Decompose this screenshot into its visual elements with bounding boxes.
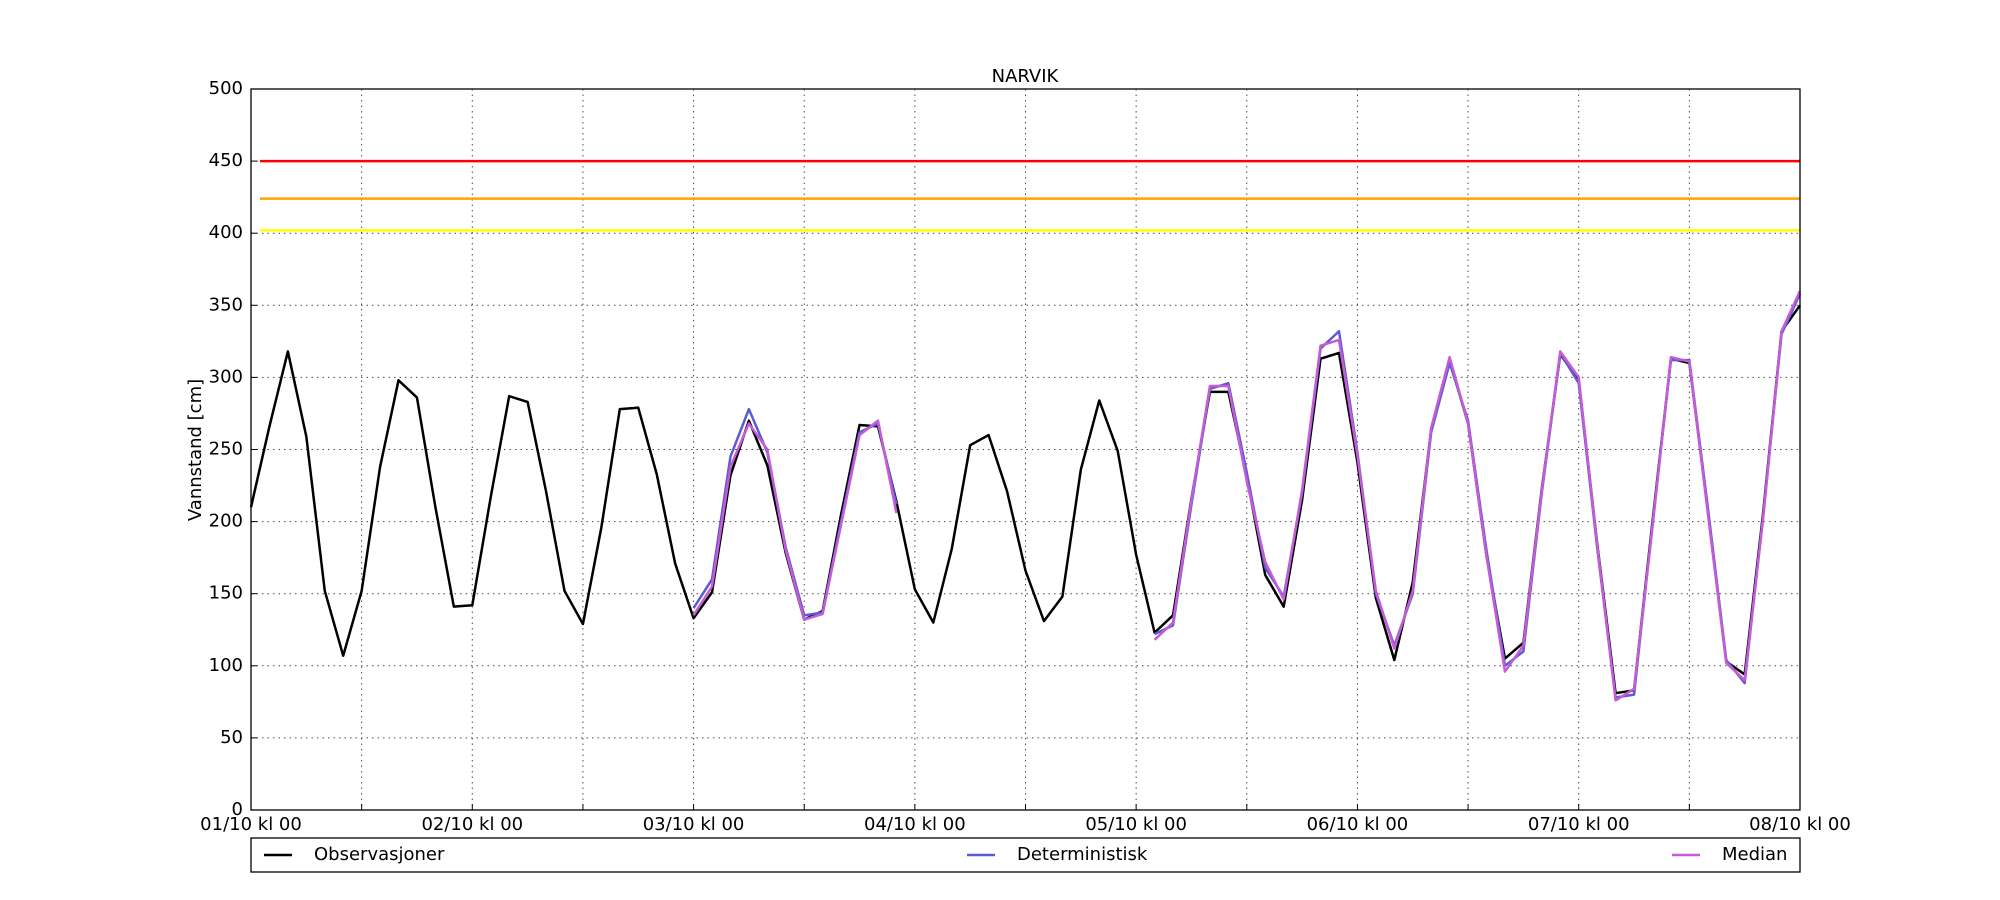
series-line xyxy=(692,419,898,621)
y-tick-label: 300 xyxy=(209,366,243,387)
chart-title: NARVIK xyxy=(992,66,1060,87)
y-tick-label: 450 xyxy=(209,150,243,171)
series-line xyxy=(1153,290,1802,702)
legend-box xyxy=(250,837,1801,873)
legend-label: Observasjoner xyxy=(314,844,445,865)
plot-frame xyxy=(250,88,1801,811)
x-tick-label: 01/10 kl 00 xyxy=(200,814,302,835)
y-axis-label: Vannstand [cm] xyxy=(185,379,206,521)
x-tick-label: 02/10 kl 00 xyxy=(421,814,523,835)
legend-label: Median xyxy=(1722,844,1787,865)
y-tick-label: 250 xyxy=(209,439,243,460)
y-tick-label: 350 xyxy=(209,294,243,315)
x-tick-label: 03/10 kl 00 xyxy=(643,814,745,835)
y-tick-label: 100 xyxy=(209,655,243,676)
y-tick-label: 200 xyxy=(209,511,243,532)
y-tick-label: 0 xyxy=(232,799,243,820)
legend-label: Deterministisk xyxy=(1017,844,1148,865)
x-tick-label: 05/10 kl 00 xyxy=(1085,814,1187,835)
y-tick-label: 150 xyxy=(209,583,243,604)
x-tick-label: 08/10 kl 00 xyxy=(1749,814,1851,835)
y-tick-label: 50 xyxy=(220,727,243,748)
y-tick-label: 500 xyxy=(209,78,243,99)
y-tick-label: 400 xyxy=(209,222,243,243)
x-tick-label: 04/10 kl 00 xyxy=(864,814,966,835)
x-tick-label: 06/10 kl 00 xyxy=(1307,814,1409,835)
x-tick-label: 07/10 kl 00 xyxy=(1528,814,1630,835)
